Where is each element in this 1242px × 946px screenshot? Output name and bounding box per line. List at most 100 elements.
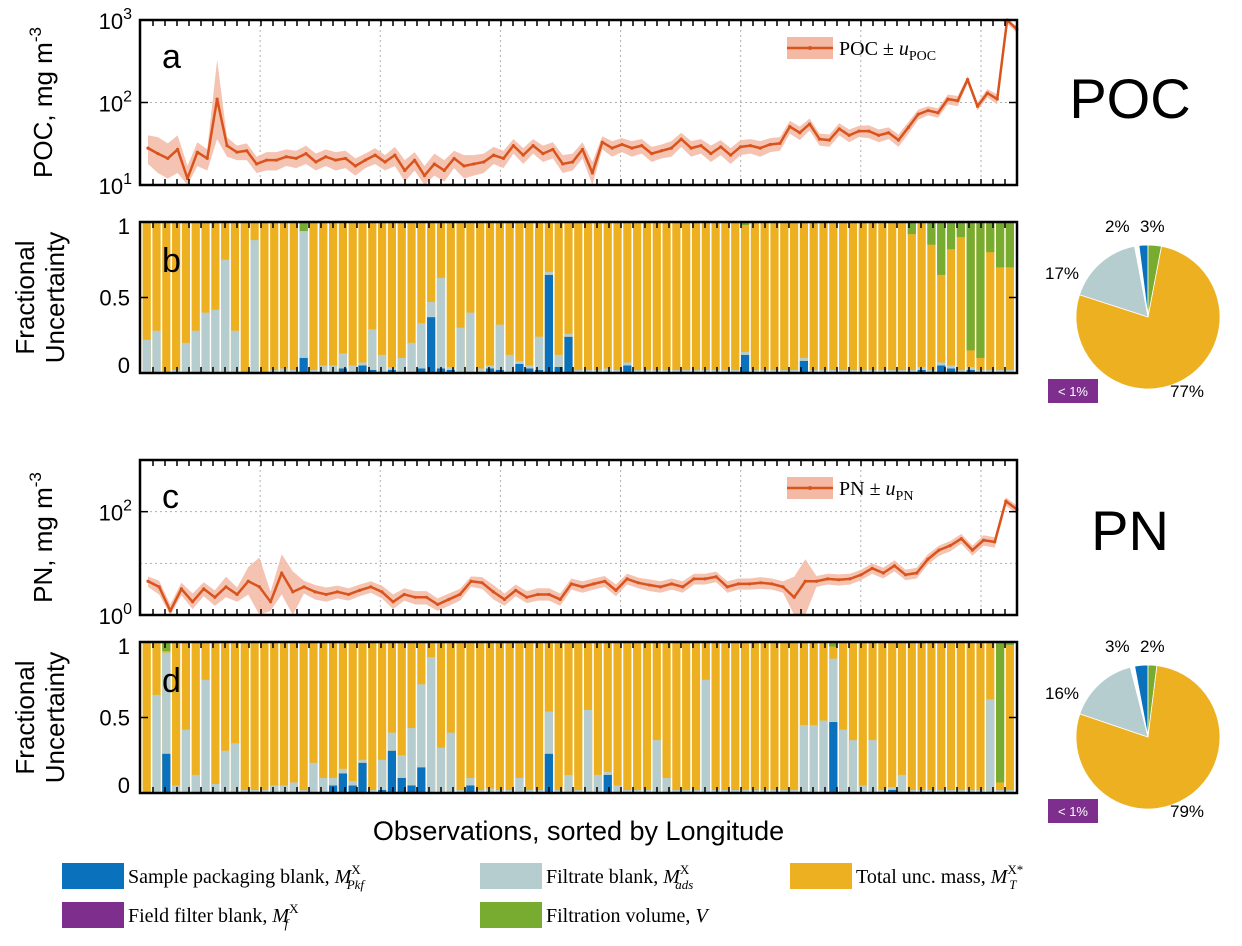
bar-filtrate <box>633 789 642 793</box>
legend-symbol: V <box>695 905 710 927</box>
bar-filtrate <box>574 369 583 373</box>
bar-filtrate <box>593 774 603 793</box>
data-point <box>413 158 417 162</box>
bar-total <box>633 222 642 373</box>
bar-total <box>711 642 720 793</box>
data-point <box>916 112 920 116</box>
data-point <box>650 152 654 156</box>
data-point <box>870 566 874 570</box>
data-point <box>614 588 618 592</box>
bar-filtrate <box>221 750 230 793</box>
bar-total <box>858 642 867 793</box>
legend-item-filtrate: Filtrate blank, MX ads <box>480 862 693 892</box>
bar-volume <box>1005 222 1014 268</box>
data-point <box>699 144 703 148</box>
data-point <box>353 164 357 168</box>
bar-volume <box>829 642 838 647</box>
bar-volume <box>740 222 750 226</box>
bar-filtrate <box>907 789 916 793</box>
bar-filtrate <box>799 357 809 361</box>
legend-sub: T <box>1009 877 1017 892</box>
y-tick-label: 102 <box>99 89 132 117</box>
bar-total <box>270 222 279 373</box>
bar-filtrate <box>937 362 946 366</box>
bar-filtrate <box>672 789 681 793</box>
bar-total <box>691 222 701 373</box>
bar-volume <box>927 222 936 245</box>
bar-filtrate <box>358 362 367 366</box>
bar-filtrate <box>407 728 416 786</box>
uncertainty-band <box>148 497 1017 615</box>
y-tick-label: 103 <box>99 6 132 34</box>
bar-total <box>652 642 661 793</box>
data-point <box>647 583 651 587</box>
bar-total <box>740 642 750 793</box>
bar-total <box>289 222 298 373</box>
bar-total <box>387 222 397 373</box>
data-point <box>725 585 729 589</box>
data-point <box>659 149 664 153</box>
data-point <box>681 585 685 589</box>
bar-total <box>534 222 544 373</box>
legend-swatch <box>480 863 542 889</box>
bar-volume <box>162 642 171 652</box>
bar-filtrate <box>789 789 799 793</box>
bar-total <box>672 642 681 793</box>
data-point <box>334 158 338 162</box>
bar-total <box>917 222 926 373</box>
bar-total <box>878 222 887 373</box>
bar-total <box>279 222 289 373</box>
bar-total <box>858 222 867 373</box>
data-point <box>480 581 484 585</box>
data-point <box>748 582 752 586</box>
bar-filtrate <box>956 789 965 793</box>
bar-filtrate <box>279 785 289 793</box>
bar-packaging <box>338 773 347 793</box>
data-point <box>255 162 259 166</box>
data-point <box>826 577 830 581</box>
data-point <box>514 588 518 592</box>
bar-filtrate <box>937 789 946 793</box>
bar-total <box>770 222 779 373</box>
data-point <box>436 602 440 607</box>
pie-slice-filtrate <box>1079 245 1149 318</box>
data-point <box>592 582 596 586</box>
bar-filtrate <box>848 740 858 793</box>
bar-packaging <box>466 785 475 793</box>
bar-filtrate <box>956 369 965 373</box>
data-point <box>640 144 644 148</box>
bar-packaging <box>544 753 553 793</box>
data-point <box>814 579 819 583</box>
data-point <box>284 155 288 159</box>
bar-filtrate <box>309 369 318 373</box>
bar-total <box>319 222 328 373</box>
bar-volume <box>986 222 995 253</box>
legend-sup: X <box>680 862 690 877</box>
y-tick-base: 10 <box>99 9 123 34</box>
bar-filtrate <box>701 369 710 373</box>
bar-total <box>260 222 269 373</box>
data-point <box>758 146 762 150</box>
data-point <box>877 133 881 137</box>
bar-filtrate <box>613 785 622 793</box>
bar-filtrate <box>603 368 612 373</box>
data-point <box>906 125 910 129</box>
bar-filtrate <box>897 369 907 373</box>
y-axis-label-text: PN, mg m <box>28 487 58 603</box>
bar-filtrate <box>515 360 524 364</box>
bar-total <box>358 642 367 793</box>
data-point <box>770 582 774 586</box>
bar-total <box>456 642 465 793</box>
bar-total <box>172 222 181 373</box>
bar-total <box>201 222 210 373</box>
data-point <box>343 156 348 161</box>
data-point <box>324 155 328 159</box>
bar-total <box>721 222 730 373</box>
bar-total <box>652 222 661 373</box>
legend-swatch <box>62 863 124 889</box>
data-point <box>304 152 308 156</box>
data-point <box>847 133 851 137</box>
bar-total <box>593 642 603 793</box>
data-point <box>213 595 217 599</box>
